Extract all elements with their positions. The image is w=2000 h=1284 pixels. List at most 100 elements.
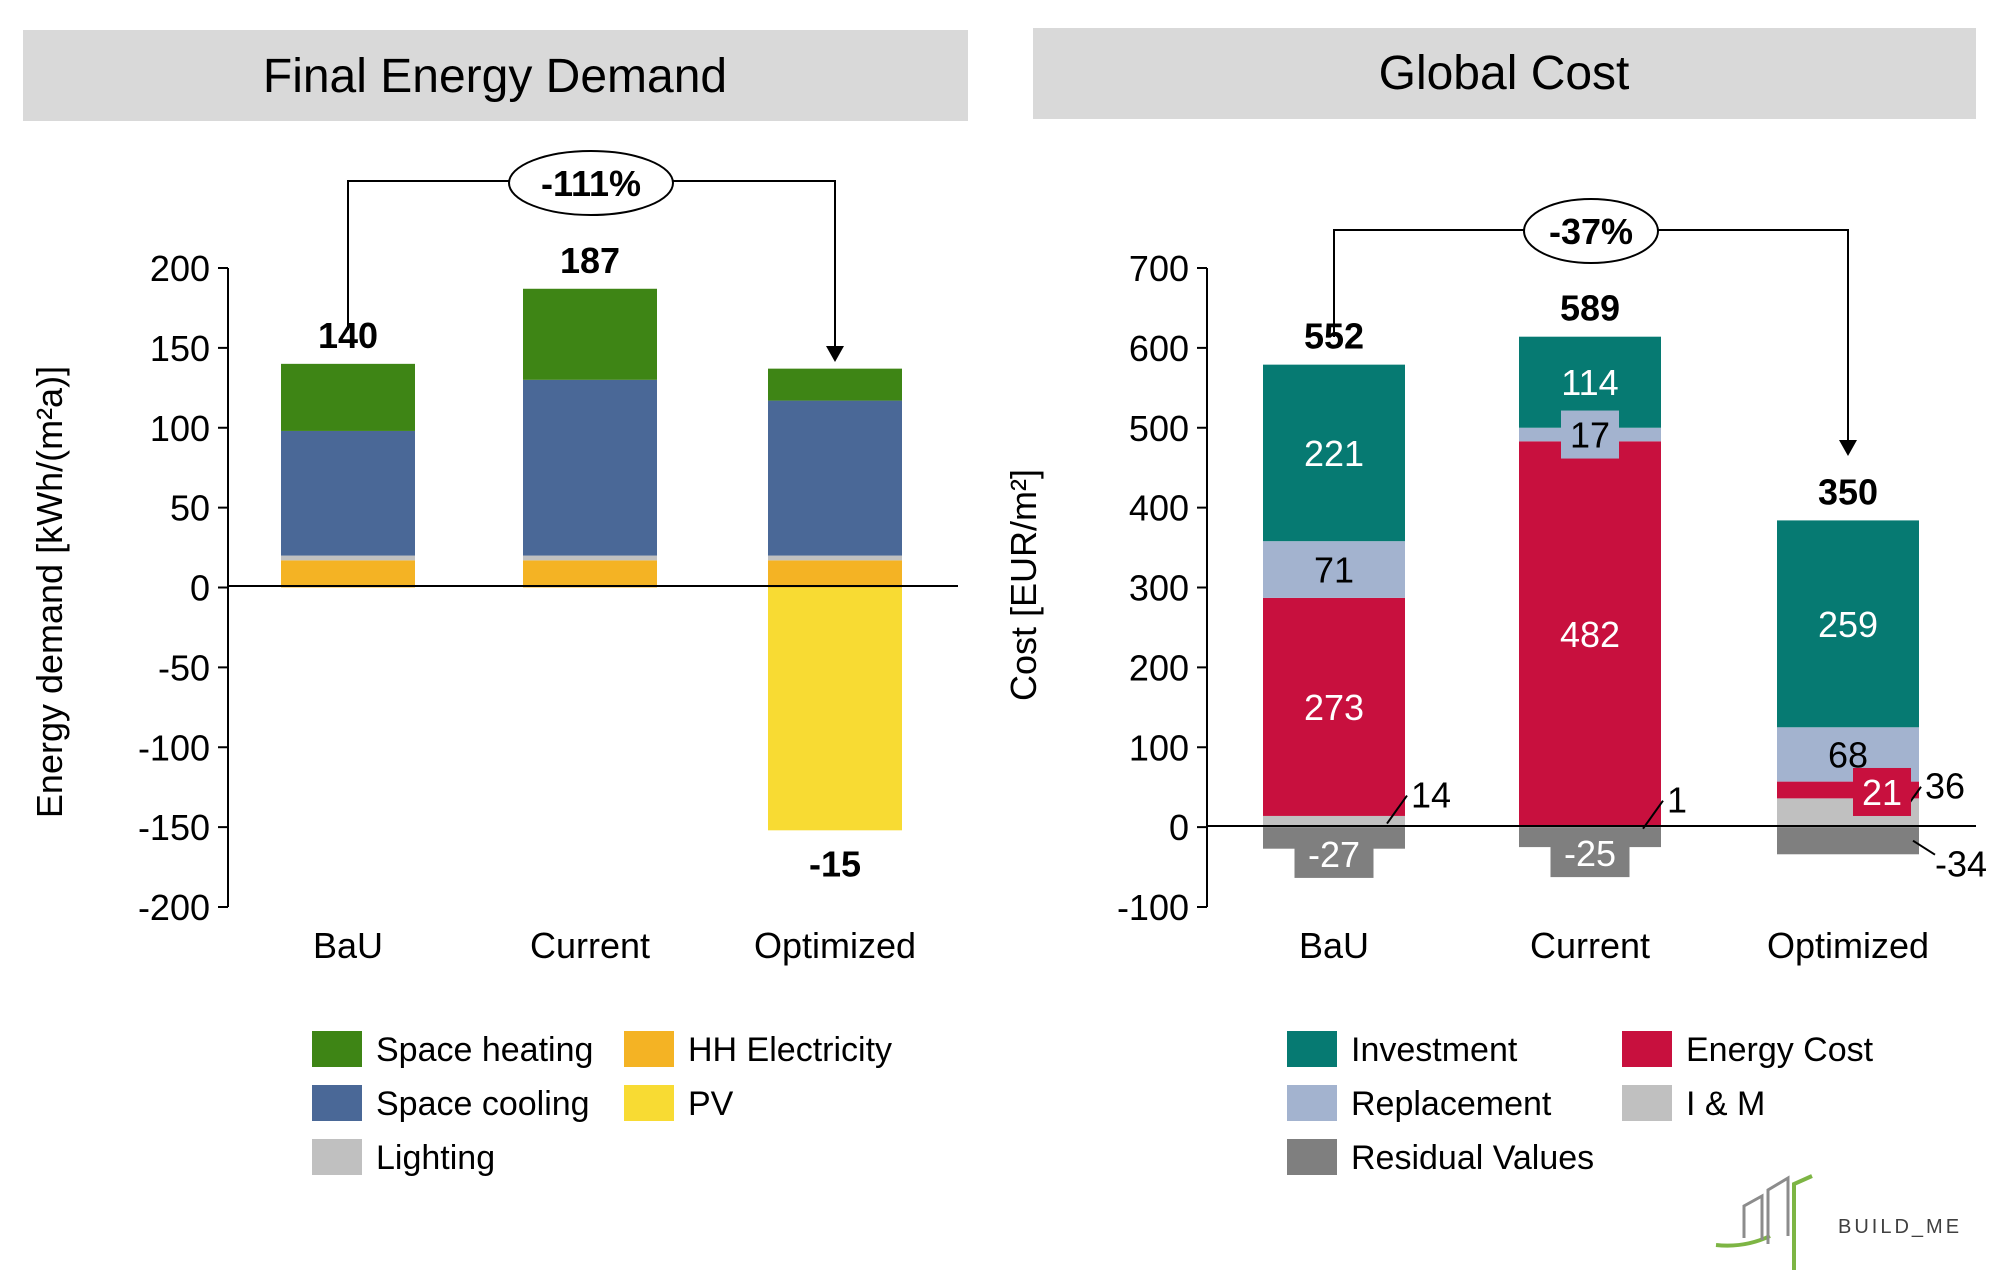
- cost-label-leader: [1386, 794, 1408, 825]
- energy-bar-hh-electricity-current: [523, 560, 657, 588]
- energy-bar-space-heating-optimized: [768, 368, 902, 401]
- cost-segment-label: 114: [1561, 362, 1618, 403]
- cost-y-tick-label: 300: [1129, 568, 1189, 609]
- cost-bar-energy-cost-current: [1519, 441, 1661, 827]
- cost-x-tick-label: Current: [1530, 925, 1650, 966]
- energy-x-tick-label: BaU: [313, 925, 383, 966]
- energy-comparison-oval: [508, 150, 674, 216]
- cost-label-box: [1561, 410, 1619, 459]
- energy-y-ticks: -200 -150 -100 -50 0 50 100 150 200: [138, 248, 228, 928]
- cost-segment-label: 36: [1925, 766, 1965, 807]
- cost-segment-label: -25: [1564, 833, 1616, 874]
- energy-x-tick-label: Current: [530, 925, 650, 966]
- cost-label-leader: [1912, 839, 1936, 856]
- cost-segment-label: 482: [1560, 614, 1620, 655]
- cost-y-tick-label: 100: [1129, 727, 1189, 768]
- cost-segment-label: -34: [1935, 844, 1987, 885]
- cost-segment-label: 14: [1411, 775, 1451, 816]
- energy-bar-pv-optimized: [768, 587, 902, 831]
- cost-y-tick-label: 200: [1129, 647, 1189, 688]
- cost-y-tick-label: 700: [1129, 248, 1189, 289]
- energy-legend-label-hh-electricity: HH Electricity: [688, 1031, 892, 1069]
- cost-segment-label: 71: [1314, 550, 1354, 591]
- cost-legend-label-residual-values: Residual Values: [1351, 1139, 1594, 1177]
- cost-legend-swatch-energy-cost: [1622, 1031, 1672, 1067]
- energy-legend-swatch-lighting: [312, 1139, 362, 1175]
- energy-bars: [281, 288, 902, 831]
- cost-legend-label-investment: Investment: [1351, 1031, 1518, 1069]
- cost-comparison-arrowhead: [1839, 440, 1857, 456]
- cost-segment-label: -27: [1308, 834, 1360, 875]
- cost-y-tick-label: -100: [1117, 887, 1189, 928]
- energy-chart: Final Energy Demand Energy demand [kWh/(…: [23, 30, 968, 1177]
- cost-label-box: [1550, 829, 1630, 878]
- cost-total-label: 350: [1818, 471, 1878, 512]
- cost-bar-energy-cost-bau: [1263, 597, 1405, 816]
- energy-bar-lighting-optimized: [768, 555, 902, 561]
- cost-bar-investment-optimized: [1777, 520, 1919, 728]
- energy-legend: Space heating HH Electricity Space cooling…: [312, 1031, 892, 1177]
- cost-y-tick-label: 500: [1129, 408, 1189, 449]
- energy-bar-space-cooling-current: [523, 379, 657, 556]
- logo-text: BUILD_ME: [1838, 1216, 1962, 1238]
- energy-bar-lighting-current: [523, 555, 657, 561]
- energy-y-tick-label: -50: [158, 647, 210, 688]
- energy-bar-space-cooling-bau: [281, 430, 415, 556]
- energy-y-tick-label: 100: [150, 408, 210, 449]
- energy-comparison-arrowhead: [826, 346, 844, 362]
- cost-x-tick-label: Optimized: [1767, 925, 1929, 966]
- cost-y-axis-label: Cost [EUR/m²]: [1003, 469, 1044, 701]
- energy-y-axis-label: Energy demand [kWh/(m²a)]: [29, 366, 70, 818]
- cost-y-tick-label: 0: [1169, 807, 1189, 848]
- energy-total-label: 187: [560, 240, 620, 281]
- cost-label-leader: [1642, 800, 1664, 830]
- cost-segment-label: 17: [1570, 415, 1610, 456]
- energy-legend-swatch-space-heating: [312, 1031, 362, 1067]
- energy-bar-hh-electricity-bau: [281, 560, 415, 588]
- energy-y-tick-label: -100: [138, 727, 210, 768]
- cost-chart: Global Cost Cost [EUR/m²] -100 0 100 200 300…: [1003, 28, 1987, 1177]
- cost-bar-residual-values-optimized: [1777, 827, 1919, 855]
- cost-title-banner: [1033, 28, 1976, 119]
- cost-segment-label: 273: [1304, 687, 1364, 728]
- logo-swoosh: [1715, 1234, 1771, 1248]
- energy-x-tick-label: Optimized: [754, 925, 916, 966]
- cost-legend-swatch-investment: [1287, 1031, 1337, 1067]
- energy-title-banner: [23, 30, 968, 121]
- energy-chart-title: Final Energy Demand: [263, 50, 727, 103]
- logo-building-right: [1792, 1174, 1813, 1270]
- energy-legend-label-lighting: Lighting: [376, 1139, 495, 1177]
- cost-bars: [1263, 336, 1919, 855]
- cost-label-box: [1853, 767, 1911, 816]
- logo-building-mid: [1766, 1175, 1790, 1244]
- cost-comparison-oval: [1523, 198, 1659, 264]
- cost-comparison-label: -37%: [1549, 211, 1633, 252]
- cost-segment-label: 21: [1862, 772, 1902, 813]
- cost-bar-replacement-bau: [1263, 541, 1405, 598]
- energy-legend-label-space-heating: Space heating: [376, 1031, 593, 1069]
- energy-y-tick-label: 150: [150, 328, 210, 369]
- energy-x-labels: BaU Current Optimized: [313, 925, 916, 966]
- logo-building-left: [1742, 1193, 1764, 1240]
- energy-legend-label-space-cooling: Space cooling: [376, 1085, 590, 1123]
- cost-segment-label: 1: [1667, 780, 1687, 821]
- energy-bar-space-heating-current: [523, 288, 657, 380]
- cost-y-tick-label: 600: [1129, 328, 1189, 369]
- energy-y-tick-label: 0: [190, 568, 210, 609]
- energy-y-tick-label: -200: [138, 887, 210, 928]
- energy-comparison-label: -111%: [541, 163, 641, 204]
- cost-x-labels: BaU Current Optimized: [1299, 925, 1929, 966]
- cost-comparison: -37%: [1333, 198, 1857, 456]
- build-me-logo: BUILD_ME: [1715, 1174, 1962, 1270]
- cost-segment-label: 259: [1818, 604, 1878, 645]
- energy-bar-space-cooling-optimized: [768, 400, 902, 556]
- cost-segment-label: 221: [1304, 433, 1364, 474]
- energy-legend-swatch-hh-electricity: [624, 1031, 674, 1067]
- cost-legend-label-i-m: I & M: [1686, 1085, 1765, 1123]
- cost-legend-swatch-replacement: [1287, 1085, 1337, 1121]
- energy-y-tick-label: -150: [138, 807, 210, 848]
- energy-legend-swatch-pv: [624, 1085, 674, 1121]
